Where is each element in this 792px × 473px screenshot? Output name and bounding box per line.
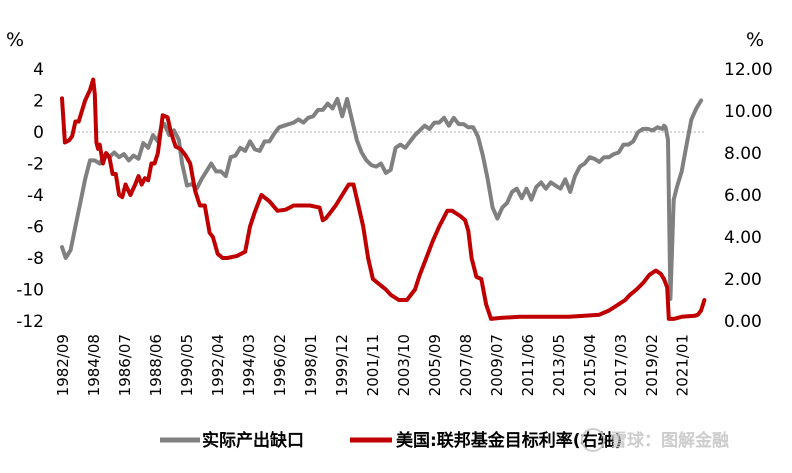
x-tick-label: 2021/01	[674, 334, 692, 396]
x-tick-label: 2013/05	[550, 334, 568, 396]
left-tick-label: 2	[33, 92, 44, 112]
left-unit-label: %	[6, 29, 24, 51]
x-tick-label: 1984/08	[85, 334, 103, 396]
right-tick-label: 10.00	[724, 102, 773, 122]
left-y-axis: 4 2 0 -2 -4 -6 -8 -10 -12	[16, 60, 44, 332]
legend-label-output-gap: 实际产出缺口	[202, 430, 304, 451]
left-tick-label: -4	[27, 186, 44, 206]
right-tick-label: 0.00	[724, 312, 762, 332]
left-tick-label: 4	[33, 60, 44, 80]
x-tick-label: 2005/09	[426, 334, 444, 396]
x-axis: 1982/09 1984/08 1986/07 1988/06 1990/05 1992/…	[54, 334, 692, 396]
left-tick-label: -8	[27, 249, 44, 269]
snowball-logo-icon	[581, 428, 605, 452]
right-tick-label: 4.00	[724, 228, 762, 248]
x-tick-label: 1998/01	[302, 334, 320, 396]
right-tick-label: 12.00	[724, 60, 773, 80]
x-tick-label: 1982/09	[54, 334, 72, 396]
x-tick-label: 1990/05	[178, 334, 196, 396]
x-tick-label: 1992/04	[209, 334, 227, 396]
x-tick-label: 1988/06	[147, 334, 165, 396]
x-tick-label: 2019/02	[643, 334, 661, 396]
right-tick-label: 2.00	[724, 270, 762, 290]
left-tick-label: -12	[16, 312, 44, 332]
right-y-axis: 12.00 10.00 8.00 6.00 4.00 2.00 0.00	[724, 60, 773, 332]
x-tick-label: 2003/10	[395, 334, 413, 396]
right-tick-label: 6.00	[724, 186, 762, 206]
right-unit-label: %	[746, 29, 764, 51]
watermark: 雪球：图解金融	[581, 428, 729, 452]
right-tick-label: 8.00	[724, 144, 762, 164]
left-tick-label: -10	[16, 281, 44, 301]
legend-label-fed-rate: 美国:联邦基金目标利率(右轴)	[396, 430, 622, 451]
series-line-output-gap	[60, 96, 704, 301]
x-tick-label: 1999/12	[333, 334, 351, 396]
legend: 实际产出缺口 美国:联邦基金目标利率(右轴)	[160, 430, 622, 451]
left-tick-label: 0	[33, 123, 44, 143]
left-tick-label: -6	[27, 218, 44, 238]
x-tick-label: 2011/06	[519, 334, 537, 396]
x-tick-label: 1994/03	[240, 334, 258, 396]
left-tick-label: -2	[27, 155, 44, 175]
x-tick-label: 2015/04	[581, 334, 599, 396]
x-tick-label: 2001/11	[364, 334, 382, 396]
x-tick-label: 2017/03	[612, 334, 630, 396]
watermark-text: 雪球：图解金融	[610, 430, 729, 451]
x-tick-label: 1986/07	[116, 334, 134, 396]
x-tick-label: 1996/02	[271, 334, 289, 396]
x-tick-label: 2007/08	[457, 334, 475, 396]
series-layer	[60, 77, 707, 321]
x-tick-label: 2009/07	[488, 334, 506, 396]
series-line-fed-rate	[60, 77, 707, 321]
